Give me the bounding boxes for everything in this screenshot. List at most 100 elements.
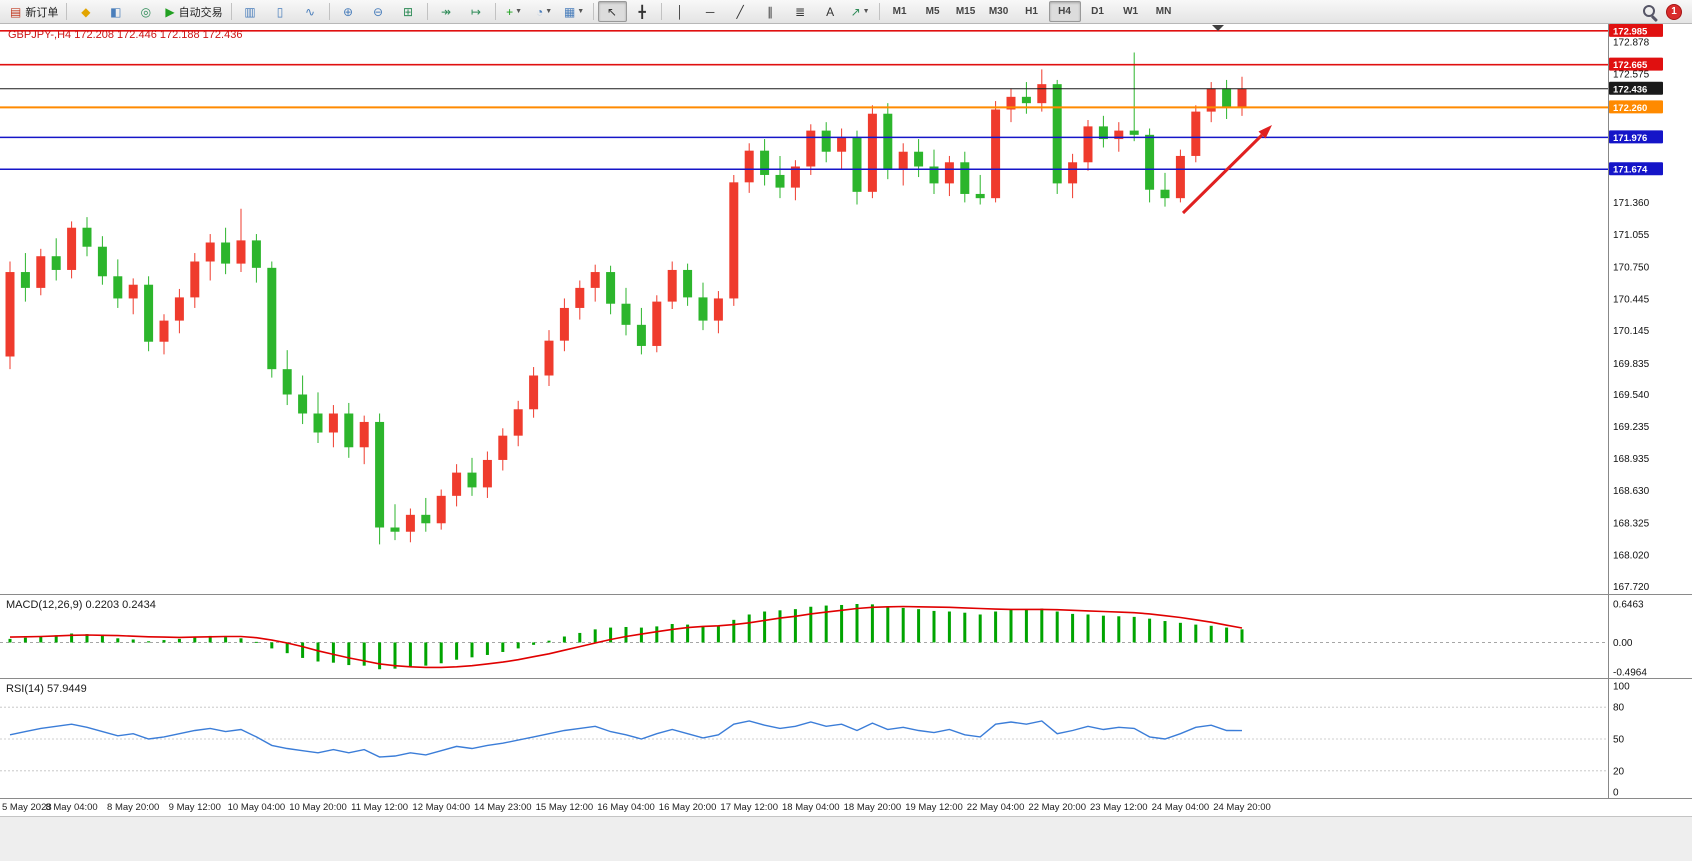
- candle-body: [359, 421, 369, 448]
- trendline-icon: ╱: [736, 4, 744, 19]
- timeframe-w1-button[interactable]: W1: [1123, 6, 1139, 17]
- timeframe-h4-button[interactable]: H4: [1048, 1, 1081, 22]
- price-chart[interactable]: 172.878 172.575 171.360 171.055 170.750 170.4…: [0, 24, 1692, 861]
- macd-histogram-bar: [963, 612, 967, 643]
- macd-histogram-bar: [393, 642, 397, 669]
- price-axis-label: 170.750: [1613, 262, 1650, 273]
- tile-windows-icon: ⊞: [403, 4, 414, 19]
- navigator-button[interactable]: ◎: [131, 1, 160, 22]
- time-axis-label: 22 May 04:00: [967, 802, 1025, 813]
- templates-button[interactable]: ▦ ▼: [560, 1, 589, 22]
- candlestick-chart-button[interactable]: ▯: [266, 1, 295, 22]
- text-icon: A: [826, 4, 835, 19]
- arrows-button[interactable]: ↗ ▼: [846, 1, 875, 22]
- time-axis-label: 11 May 12:00: [351, 802, 408, 813]
- macd-histogram-bar: [1040, 608, 1044, 643]
- trendline-button[interactable]: ╱: [726, 1, 755, 22]
- candle-body: [821, 130, 831, 152]
- time-axis-label: 15 May 12:00: [536, 802, 594, 813]
- candle-body: [97, 246, 107, 277]
- candle-body: [1175, 155, 1185, 199]
- chart-area[interactable]: 172.878 172.575 171.360 171.055 170.750 170.4…: [0, 24, 1692, 861]
- data-window-icon: ◧: [110, 4, 122, 19]
- timeframe-m1-button[interactable]: M1: [892, 6, 907, 17]
- price-axis-label: 168.935: [1613, 454, 1650, 465]
- chevron-down-icon: ▼: [545, 8, 553, 15]
- notification-badge[interactable]: 1: [1666, 3, 1682, 20]
- candle-body: [991, 109, 1001, 199]
- crosshair-icon: ╋: [638, 4, 646, 19]
- rsi-axis-label: 20: [1613, 766, 1625, 777]
- candle-body: [1006, 96, 1016, 110]
- time-axis-label: 24 May 04:00: [1152, 802, 1210, 813]
- cursor-button[interactable]: ↖: [597, 1, 627, 22]
- text-button[interactable]: A: [816, 1, 845, 22]
- timeframe-m30-button[interactable]: M30: [988, 6, 1009, 17]
- candle-body: [313, 413, 323, 433]
- trend-arrow-annotation[interactable]: [1181, 133, 1264, 215]
- macd-histogram-bar: [1225, 627, 1229, 643]
- candle-body: [960, 162, 970, 194]
- timeframe-m15-button[interactable]: M15: [955, 6, 976, 17]
- line-chart-button[interactable]: ∿: [296, 1, 325, 22]
- vertical-line-button[interactable]: │: [666, 1, 695, 22]
- search-icon[interactable]: [1642, 4, 1658, 22]
- bar-chart-button[interactable]: ▥: [236, 1, 265, 22]
- data-window-button[interactable]: ◧: [101, 1, 130, 22]
- macd-histogram-bar: [1209, 625, 1213, 643]
- fibonacci-button[interactable]: ≣: [786, 1, 815, 22]
- macd-histogram-bar: [716, 625, 720, 643]
- candle-body: [513, 409, 523, 436]
- templates-icon: ▦: [563, 4, 576, 19]
- macd-histogram-bar: [917, 609, 921, 643]
- candle-body: [898, 151, 908, 169]
- candle-body: [482, 459, 492, 488]
- candle-body: [744, 150, 754, 183]
- candle-body: [159, 320, 169, 342]
- market-watch-button[interactable]: ◆: [71, 1, 100, 22]
- new-order-button[interactable]: ▤ 新订单: [6, 1, 62, 22]
- price-axis-label: 169.235: [1613, 422, 1650, 433]
- tile-windows-button[interactable]: ⊞: [394, 1, 423, 22]
- macd-histogram-bar: [840, 604, 844, 643]
- indicators-button[interactable]: + ▼: [500, 1, 529, 22]
- macd-histogram-bar: [532, 642, 536, 645]
- new-order-button-label: 新订单: [25, 6, 59, 19]
- chevron-down-icon: ▼: [862, 8, 870, 15]
- auto-scroll-icon: ↠: [441, 4, 452, 19]
- timeframe-d1-button[interactable]: D1: [1091, 6, 1104, 17]
- macd-histogram-bar: [70, 633, 74, 643]
- timeframe-mn-button[interactable]: MN: [1155, 6, 1172, 17]
- candle-body: [590, 272, 600, 288]
- timeframe-m5-button[interactable]: M5: [925, 6, 940, 17]
- macd-axis-label: 0.6463: [1613, 600, 1644, 611]
- macd-histogram-bar: [239, 638, 243, 643]
- price-shift-marker[interactable]: [1212, 25, 1224, 31]
- zoom-in-button[interactable]: ⊕: [334, 1, 363, 22]
- auto-scroll-button[interactable]: ↠: [432, 1, 461, 22]
- candle-body: [713, 298, 723, 321]
- crosshair-button[interactable]: ╋: [628, 1, 657, 22]
- toolbar-right: 1: [1642, 3, 1686, 22]
- macd-histogram-bar: [208, 635, 212, 643]
- candle-body: [128, 284, 138, 299]
- auto-trading-button[interactable]: ▶ 自动交易: [161, 1, 226, 22]
- channel-button[interactable]: ∥: [756, 1, 785, 22]
- horizontal-line-button[interactable]: ─: [696, 1, 725, 22]
- rsi-axis-label: 80: [1613, 703, 1625, 714]
- chart-shift-button[interactable]: ↦: [462, 1, 491, 22]
- horizontal-line-icon: ─: [705, 4, 715, 19]
- time-axis-label: 10 May 20:00: [289, 802, 347, 813]
- zoom-out-button[interactable]: ⊖: [364, 1, 393, 22]
- time-axis-label: 22 May 20:00: [1028, 802, 1086, 813]
- time-axis-label: 18 May 20:00: [844, 802, 902, 813]
- periods-button[interactable]: ◔ ▼: [530, 1, 559, 22]
- macd-histogram-bar: [655, 626, 659, 643]
- price-tag: [1609, 162, 1663, 176]
- candle-body: [282, 369, 292, 395]
- candle-body: [144, 284, 154, 342]
- macd-histogram-bar: [855, 604, 859, 643]
- timeframe-h1-button[interactable]: H1: [1025, 6, 1038, 17]
- candle-body: [467, 472, 477, 488]
- macd-histogram-bar: [994, 611, 998, 643]
